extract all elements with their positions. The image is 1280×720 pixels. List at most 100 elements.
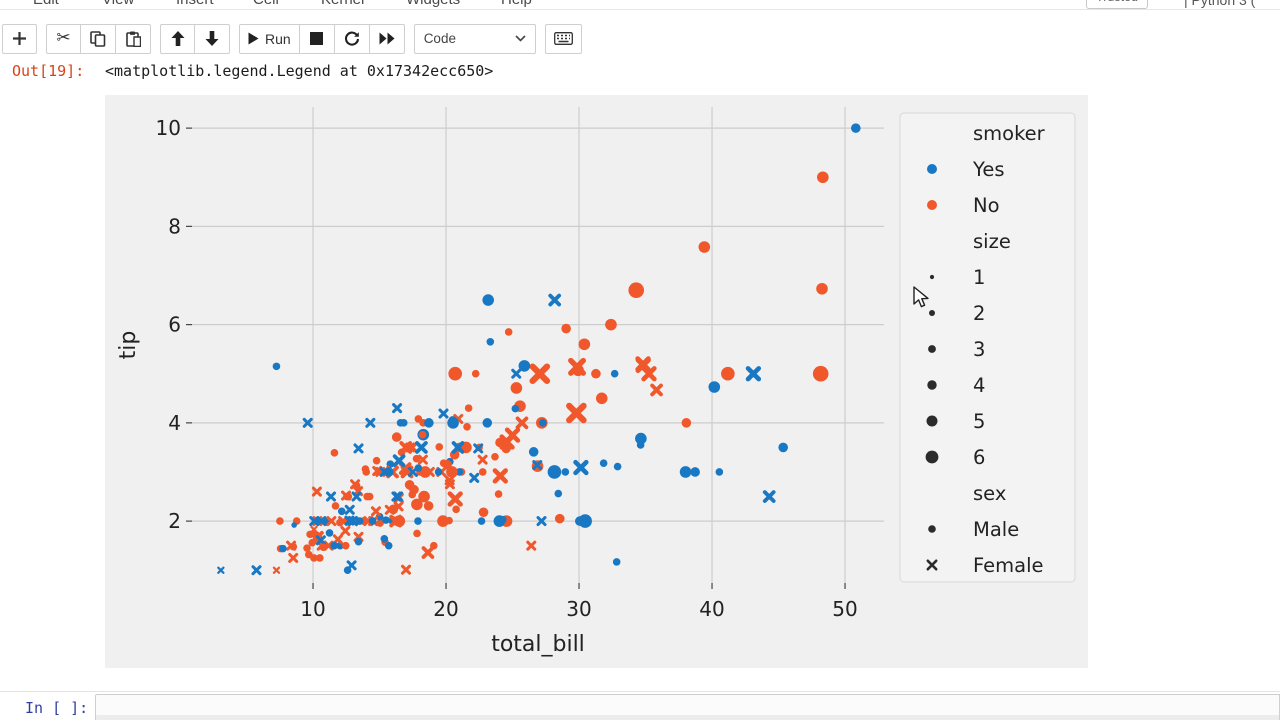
scatter-point bbox=[337, 507, 346, 516]
scatter-point bbox=[303, 544, 311, 552]
scatter-point bbox=[518, 360, 531, 372]
scatter-point bbox=[715, 468, 724, 476]
scatter-point bbox=[610, 369, 619, 378]
restart-icon bbox=[344, 31, 359, 46]
keyboard-icon bbox=[553, 32, 573, 45]
legend-marker-4 bbox=[927, 380, 937, 390]
cut-cells-button[interactable]: ✂ bbox=[46, 23, 81, 54]
legend-label-female: Female bbox=[973, 554, 1044, 577]
menu-view[interactable]: View bbox=[102, 0, 134, 8]
scatter-point bbox=[310, 525, 318, 534]
copy-icon bbox=[90, 30, 106, 47]
scatter-point bbox=[340, 525, 351, 536]
cell-type-dropdown[interactable]: Code bbox=[413, 23, 536, 54]
paste-cells-button[interactable] bbox=[116, 23, 151, 54]
copy-cells-button[interactable] bbox=[81, 23, 116, 54]
keyboard-shortcuts-button[interactable] bbox=[544, 23, 582, 54]
scatter-point bbox=[311, 486, 322, 497]
scatter-point bbox=[400, 564, 412, 575]
legend-label-5: 5 bbox=[973, 410, 985, 433]
scatter-point bbox=[418, 490, 430, 503]
scatter-point bbox=[325, 491, 337, 502]
scatter-point bbox=[477, 517, 486, 525]
x-tick-label: 10 bbox=[300, 597, 325, 621]
interrupt-kernel-button[interactable] bbox=[299, 23, 335, 54]
scatter-point bbox=[536, 516, 547, 527]
scatter-point bbox=[288, 552, 299, 563]
scatter-chart: 10 20 30 40 50 2 4 6 8 10 total_bill tip smoker Yes No… bbox=[116, 107, 1076, 657]
x-tick-label: 30 bbox=[566, 597, 591, 621]
scatter-point bbox=[325, 529, 334, 537]
legend-label-male: Male bbox=[973, 518, 1019, 541]
scatter-point bbox=[635, 357, 651, 374]
scatter-point bbox=[679, 466, 692, 478]
menu-widgets[interactable]: Widgets bbox=[406, 0, 460, 8]
scatter-point bbox=[526, 540, 537, 551]
scatter-point bbox=[599, 459, 608, 467]
restart-run-all-button[interactable] bbox=[369, 23, 405, 54]
scatter-point bbox=[463, 422, 471, 431]
menu-cell[interactable]: Cell bbox=[253, 0, 279, 8]
cell-divider bbox=[0, 691, 1280, 692]
scatter-point bbox=[612, 558, 621, 566]
scatter-point bbox=[554, 489, 563, 498]
scatter-point bbox=[376, 519, 384, 527]
menu-insert[interactable]: Insert bbox=[176, 0, 214, 8]
scatter-point bbox=[272, 362, 281, 371]
scatter-point bbox=[384, 541, 393, 550]
menu-edit[interactable]: Edit bbox=[33, 0, 59, 8]
scatter-point bbox=[455, 468, 464, 476]
restart-kernel-button[interactable] bbox=[334, 23, 370, 54]
scatter-point bbox=[362, 468, 371, 476]
scatter-point bbox=[363, 492, 371, 501]
scatter-point bbox=[501, 443, 511, 454]
scatter-point bbox=[471, 369, 480, 378]
scatter-point bbox=[477, 454, 488, 465]
input-prompt: In [ ]: bbox=[25, 699, 89, 717]
y-tick-label: 4 bbox=[168, 411, 181, 435]
legend-marker-female bbox=[926, 559, 938, 571]
scatter-point bbox=[396, 419, 405, 427]
y-tick-label: 8 bbox=[168, 214, 181, 238]
legend-header-size: size bbox=[973, 230, 1011, 253]
scatter-point bbox=[515, 416, 529, 430]
matplotlib-figure: 10 20 30 40 50 2 4 6 8 10 total_bill tip smoker Yes No… bbox=[105, 95, 1088, 668]
add-cell-button[interactable] bbox=[2, 23, 37, 54]
scatter-point bbox=[414, 517, 422, 525]
scatter-point bbox=[330, 541, 338, 550]
menu-kernel[interactable]: Kernel bbox=[321, 0, 364, 8]
scatter-point bbox=[389, 514, 402, 528]
scatter-point bbox=[347, 516, 358, 527]
play-icon bbox=[248, 32, 259, 45]
scatter-point bbox=[469, 472, 480, 483]
scatter-point bbox=[407, 466, 418, 477]
scatter-point bbox=[446, 466, 458, 478]
scatter-point bbox=[302, 417, 313, 428]
legend-marker-yes bbox=[927, 164, 937, 174]
trusted-badge[interactable]: Trusted bbox=[1086, 0, 1148, 9]
scatter-point bbox=[812, 365, 829, 382]
code-cell-input[interactable] bbox=[95, 694, 1280, 720]
scatter-point bbox=[511, 368, 522, 379]
scatter-point bbox=[276, 517, 284, 525]
scatter-point bbox=[352, 481, 361, 490]
menu-help[interactable]: Help bbox=[501, 0, 532, 8]
scatter-point bbox=[368, 517, 377, 525]
scatter-point bbox=[315, 535, 326, 546]
scatter-point bbox=[491, 452, 499, 461]
scatter-point bbox=[415, 441, 428, 454]
scatter-point bbox=[435, 443, 444, 451]
legend-marker-3 bbox=[928, 345, 936, 353]
scatter-point bbox=[548, 293, 562, 307]
scatter-point bbox=[628, 282, 645, 299]
scatter-point bbox=[404, 479, 415, 490]
scatter-point bbox=[308, 538, 317, 547]
scatter-point bbox=[353, 443, 364, 454]
scatter-point bbox=[411, 498, 423, 511]
scatter-point bbox=[380, 534, 389, 543]
move-cell-down-button[interactable] bbox=[195, 23, 230, 54]
move-cell-up-button[interactable] bbox=[160, 23, 195, 54]
run-button[interactable]: Run bbox=[239, 23, 300, 54]
scatter-point bbox=[547, 465, 562, 479]
